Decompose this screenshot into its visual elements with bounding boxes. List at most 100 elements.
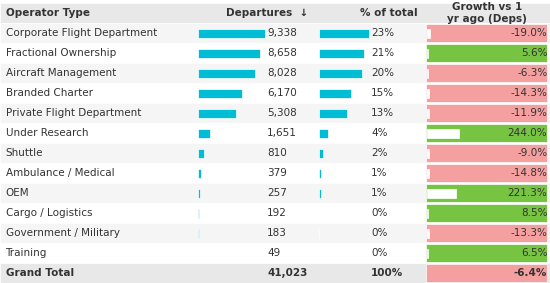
Bar xyxy=(319,89,351,98)
Bar xyxy=(0,223,550,243)
Bar xyxy=(198,149,204,158)
Bar xyxy=(427,209,428,218)
Bar xyxy=(0,123,550,143)
Text: Ambulance / Medical: Ambulance / Medical xyxy=(6,168,114,178)
Bar xyxy=(0,43,550,63)
Bar xyxy=(319,68,362,78)
Bar xyxy=(426,84,547,102)
Text: 5,308: 5,308 xyxy=(267,108,297,118)
Text: -9.0%: -9.0% xyxy=(517,148,547,158)
Text: 0%: 0% xyxy=(371,248,388,258)
Text: Departures  ↓: Departures ↓ xyxy=(226,8,308,18)
Text: 257: 257 xyxy=(267,188,287,198)
Text: 5.6%: 5.6% xyxy=(521,48,547,58)
Bar xyxy=(0,183,550,203)
Text: Branded Charter: Branded Charter xyxy=(6,88,92,98)
Bar xyxy=(0,263,550,283)
Bar xyxy=(427,228,429,237)
Text: 221.3%: 221.3% xyxy=(508,188,547,198)
Bar xyxy=(198,209,199,218)
Bar xyxy=(0,103,550,123)
Text: Under Research: Under Research xyxy=(6,128,88,138)
Text: Private Flight Department: Private Flight Department xyxy=(6,108,141,118)
Text: 8,028: 8,028 xyxy=(267,68,297,78)
Bar xyxy=(198,48,260,57)
Text: % of total: % of total xyxy=(360,8,418,18)
Bar xyxy=(426,104,547,122)
Bar xyxy=(427,168,429,177)
Text: 1%: 1% xyxy=(371,188,388,198)
Text: 0%: 0% xyxy=(371,228,388,238)
Bar xyxy=(426,44,547,62)
Bar xyxy=(0,163,550,183)
Bar xyxy=(0,143,550,163)
Text: Corporate Flight Department: Corporate Flight Department xyxy=(6,28,157,38)
Bar xyxy=(0,243,550,263)
Bar xyxy=(426,65,547,82)
Text: 1%: 1% xyxy=(371,168,388,178)
Text: -14.3%: -14.3% xyxy=(510,88,547,98)
Bar xyxy=(426,144,547,162)
Text: Fractional Ownership: Fractional Ownership xyxy=(6,48,115,58)
Text: 13%: 13% xyxy=(371,108,394,118)
Text: 379: 379 xyxy=(267,168,287,178)
Bar xyxy=(426,164,547,182)
Text: Growth vs 1
yr ago (Deps): Growth vs 1 yr ago (Deps) xyxy=(447,2,527,24)
Text: 9,338: 9,338 xyxy=(267,28,297,38)
Bar xyxy=(198,128,210,138)
Bar xyxy=(0,3,550,23)
Bar xyxy=(426,204,547,222)
Bar xyxy=(198,108,236,117)
Bar xyxy=(427,29,430,38)
Bar xyxy=(426,264,547,282)
Bar xyxy=(427,248,428,258)
Text: -6.4%: -6.4% xyxy=(514,268,547,278)
Text: Government / Military: Government / Military xyxy=(6,228,119,238)
Bar xyxy=(427,149,428,158)
Bar xyxy=(427,89,429,98)
Text: 41,023: 41,023 xyxy=(267,268,307,278)
Text: Operator Type: Operator Type xyxy=(6,8,90,18)
Bar xyxy=(319,108,347,117)
Bar xyxy=(426,185,547,201)
Bar xyxy=(319,29,369,38)
Text: 6.5%: 6.5% xyxy=(521,248,547,258)
Bar xyxy=(198,29,265,38)
Bar xyxy=(426,125,547,142)
Text: -14.8%: -14.8% xyxy=(510,168,547,178)
Text: -6.3%: -6.3% xyxy=(517,68,547,78)
Bar xyxy=(319,168,321,177)
Bar xyxy=(198,168,201,177)
Bar xyxy=(0,83,550,103)
Bar xyxy=(427,68,428,78)
Bar xyxy=(198,228,199,237)
Bar xyxy=(198,89,242,98)
Text: 100%: 100% xyxy=(371,268,404,278)
Text: 192: 192 xyxy=(267,208,287,218)
Text: 183: 183 xyxy=(267,228,287,238)
Bar xyxy=(427,188,456,198)
Text: Aircraft Management: Aircraft Management xyxy=(6,68,115,78)
Bar xyxy=(0,63,550,83)
Bar xyxy=(0,23,550,43)
Text: -13.3%: -13.3% xyxy=(510,228,547,238)
Text: -11.9%: -11.9% xyxy=(510,108,547,118)
Bar xyxy=(426,224,547,242)
Bar xyxy=(427,108,429,117)
Bar xyxy=(427,48,428,57)
Bar xyxy=(319,188,321,198)
Text: 49: 49 xyxy=(267,248,280,258)
Text: 8.5%: 8.5% xyxy=(521,208,547,218)
Text: 1,651: 1,651 xyxy=(267,128,297,138)
Bar xyxy=(319,48,364,57)
Text: 15%: 15% xyxy=(371,88,394,98)
Text: -19.0%: -19.0% xyxy=(510,28,547,38)
Bar xyxy=(0,203,550,223)
Text: OEM: OEM xyxy=(6,188,29,198)
Bar xyxy=(319,128,328,138)
Text: 0%: 0% xyxy=(371,208,388,218)
Bar xyxy=(198,188,200,198)
Bar xyxy=(319,149,323,158)
Text: Training: Training xyxy=(6,248,47,258)
Text: 20%: 20% xyxy=(371,68,394,78)
